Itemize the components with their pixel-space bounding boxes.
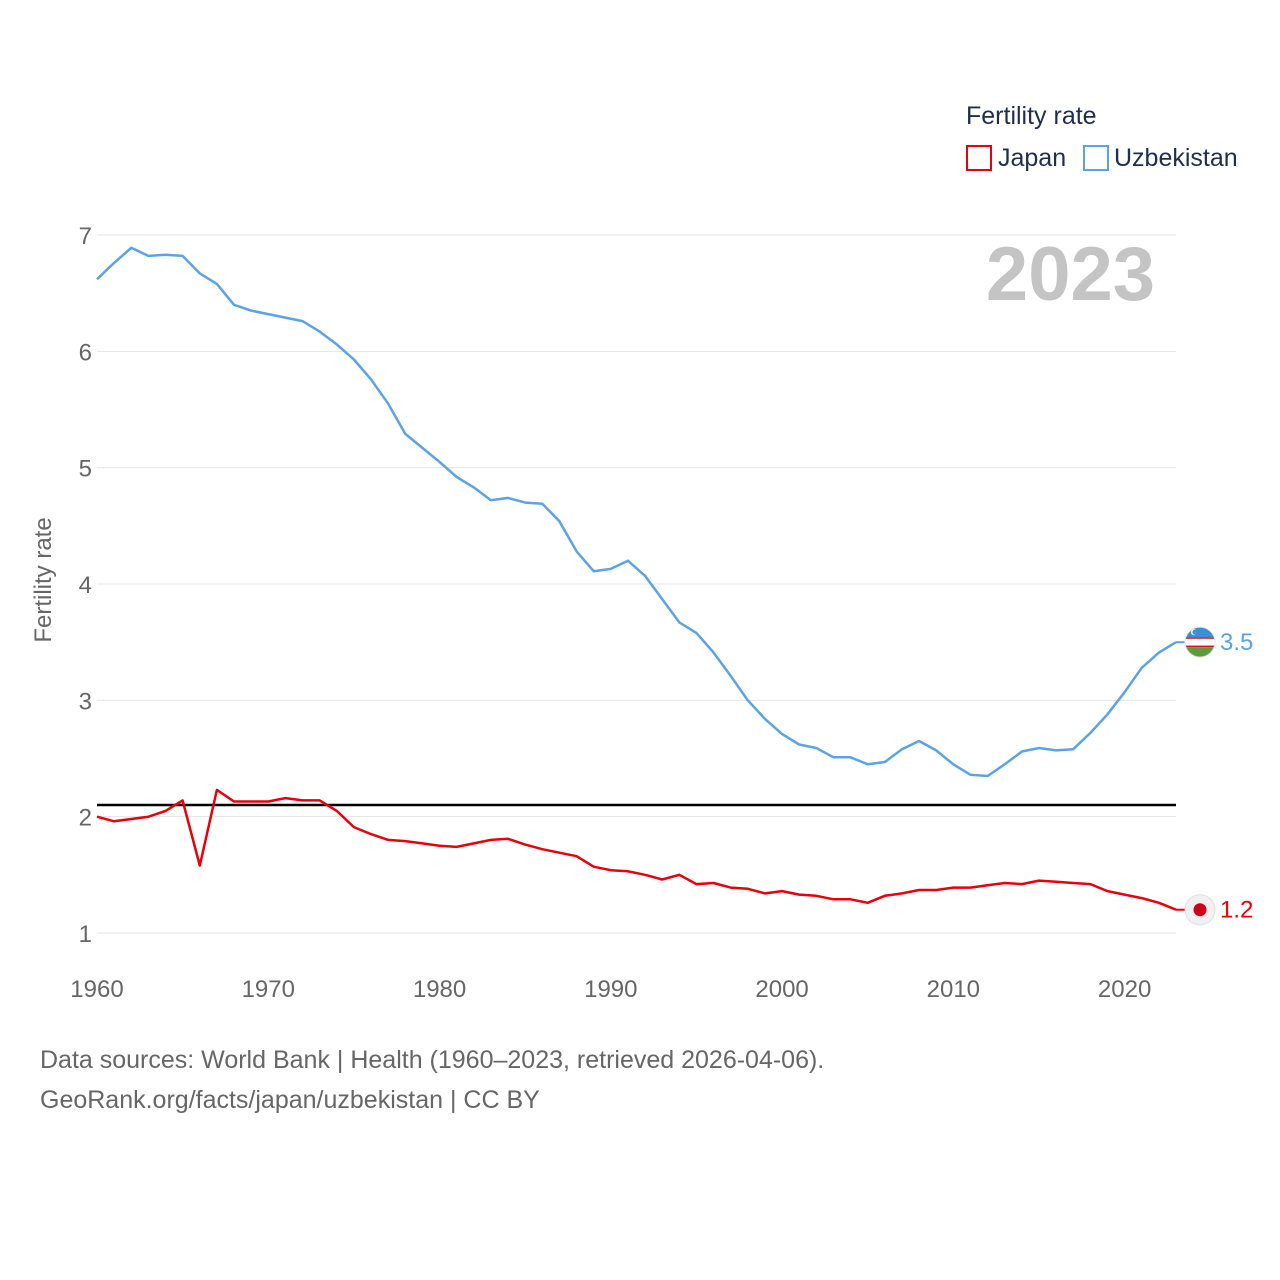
year-watermark: 2023 [986, 232, 1155, 317]
fertility-chart: 1 2 3 4 5 6 7 1960 1970 1980 1990 2000 2010 2020 202… [30, 102, 1253, 1003]
source-line-2: GeoRank.org/facts/japan/uzbekistan | CC … [40, 1086, 540, 1114]
end-markers: 3.5 1.2 [1184, 626, 1253, 926]
y-tick-label: 1 [79, 921, 92, 948]
source-line-1: Data sources: World Bank | Health (1960–… [40, 1046, 825, 1074]
x-tick-label: 2020 [1098, 976, 1151, 1003]
legend-title: Fertility rate [966, 102, 1097, 130]
gridlines [97, 234, 1176, 934]
legend-swatch-uzbekistan[interactable] [1083, 145, 1109, 171]
y-tick-label: 3 [79, 688, 92, 715]
series-line-japan[interactable] [96, 788, 1177, 911]
end-label-japan: 1.2 [1220, 897, 1253, 924]
end-label-uzbekistan: 3.5 [1220, 629, 1253, 656]
y-axis-label: Fertility rate [30, 517, 57, 642]
x-tick-label: 2000 [755, 976, 808, 1003]
x-axis-ticks: 1960 1970 1980 1990 2000 2010 2020 [70, 976, 1151, 1003]
y-tick-label: 5 [79, 456, 92, 483]
y-tick-label: 7 [79, 223, 92, 250]
uzbekistan-flag-icon [1184, 626, 1216, 658]
legend: Fertility rate Japan Uzbekistan [966, 102, 1238, 172]
x-tick-label: 2010 [927, 976, 980, 1003]
y-tick-label: 6 [79, 339, 92, 366]
y-tick-label: 4 [79, 572, 92, 599]
legend-label-uzbekistan[interactable]: Uzbekistan [1114, 144, 1238, 172]
y-tick-label: 2 [79, 805, 92, 832]
legend-label-japan[interactable]: Japan [998, 144, 1066, 172]
japan-flag-icon [1184, 894, 1216, 926]
series-line-uzbekistan[interactable] [96, 246, 1177, 778]
y-axis-ticks: 1 2 3 4 5 6 7 [79, 223, 92, 948]
x-tick-label: 1960 [70, 976, 123, 1003]
source-note: Data sources: World Bank | Health (1960–… [40, 1040, 824, 1120]
series-lines [96, 246, 1186, 911]
x-tick-label: 1980 [413, 976, 466, 1003]
x-tick-label: 1970 [242, 976, 295, 1003]
x-tick-label: 1990 [584, 976, 637, 1003]
legend-swatch-japan[interactable] [966, 145, 992, 171]
